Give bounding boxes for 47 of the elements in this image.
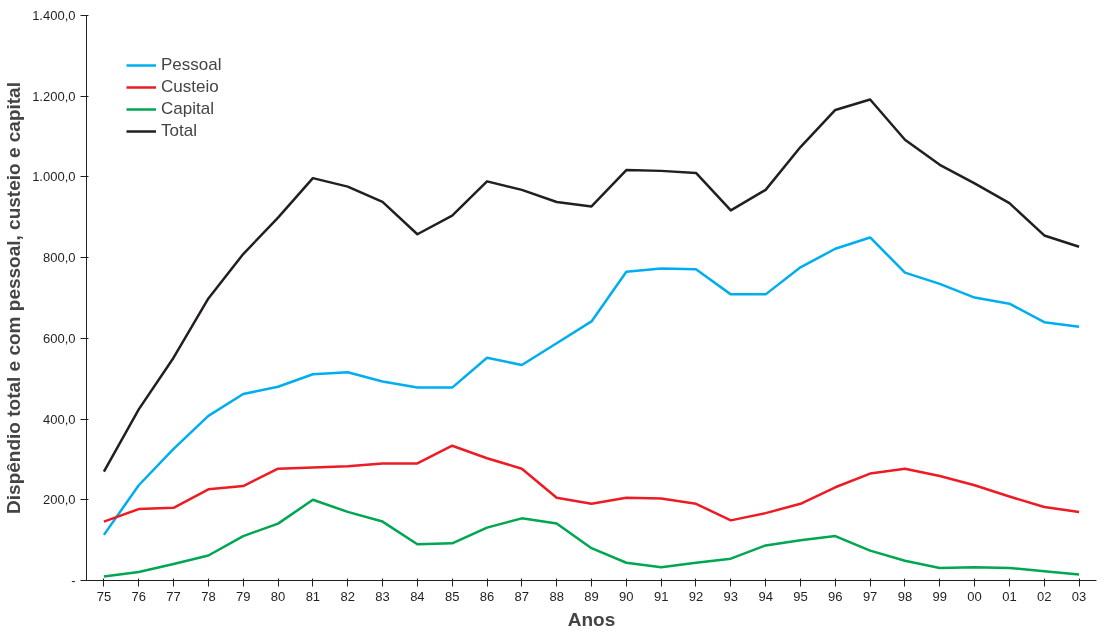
- x-tick-label: 97: [862, 588, 878, 604]
- x-tick-label: 93: [723, 588, 739, 604]
- x-tick-label: 02: [1037, 588, 1052, 604]
- y-tick-label: 200,0: [42, 492, 76, 508]
- x-tick-label: 01: [1002, 588, 1017, 604]
- x-tick-label: 86: [479, 588, 495, 604]
- x-tick-label: 89: [584, 588, 599, 604]
- y-tick-label: 1.000,0: [32, 169, 76, 185]
- line-series: [102, 444, 1081, 523]
- x-tick-label: 82: [340, 588, 355, 604]
- x-tick-label: 83: [375, 588, 390, 604]
- line-series: [102, 498, 1081, 578]
- x-tick-label: 94: [758, 588, 773, 604]
- x-tick-label: 03: [1071, 588, 1087, 604]
- legend-label: Pessoal: [161, 55, 222, 75]
- x-axis-title: Anos: [567, 608, 616, 630]
- legend-label: Capital: [161, 99, 214, 119]
- x-tick-label: 96: [828, 588, 843, 604]
- legend-label: Custeio: [161, 77, 219, 97]
- line-series: [102, 98, 1081, 473]
- y-tick-label: 1.400,0: [32, 8, 76, 23]
- y-tick-label: 600,0: [42, 330, 76, 346]
- x-tick-label: 99: [932, 588, 948, 604]
- x-tick-label: 84: [410, 588, 425, 604]
- x-tick-label: 81: [305, 588, 321, 604]
- x-tick-label: 88: [549, 588, 564, 604]
- legend-label: Total: [161, 121, 197, 141]
- y-tick-label: 800,0: [42, 250, 76, 266]
- y-tick-label: -: [71, 573, 76, 588]
- x-tick-label: 91: [653, 588, 669, 604]
- y-tick-label: 400,0: [42, 411, 76, 427]
- x-tick-label: 75: [96, 588, 112, 604]
- x-tick-label: 90: [619, 588, 634, 604]
- x-tick-label: 95: [793, 588, 808, 604]
- x-tick-label: 00: [967, 588, 982, 604]
- x-tick-label: 79: [235, 588, 251, 604]
- x-tick-label: 80: [270, 588, 286, 604]
- x-tick-label: 85: [444, 588, 460, 604]
- y-tick-label: 1.200,0: [32, 88, 76, 104]
- x-tick-label: 77: [166, 588, 181, 604]
- x-tick-label: 78: [201, 588, 216, 604]
- y-axis-title: Dispêndio total e com pessoal, custeio e capital: [3, 82, 25, 514]
- x-tick-label: 92: [688, 588, 704, 604]
- x-tick-label: 98: [897, 588, 913, 604]
- x-tick-label: 76: [131, 588, 146, 604]
- x-tick-label: 87: [514, 588, 530, 604]
- line-series: [102, 236, 1081, 537]
